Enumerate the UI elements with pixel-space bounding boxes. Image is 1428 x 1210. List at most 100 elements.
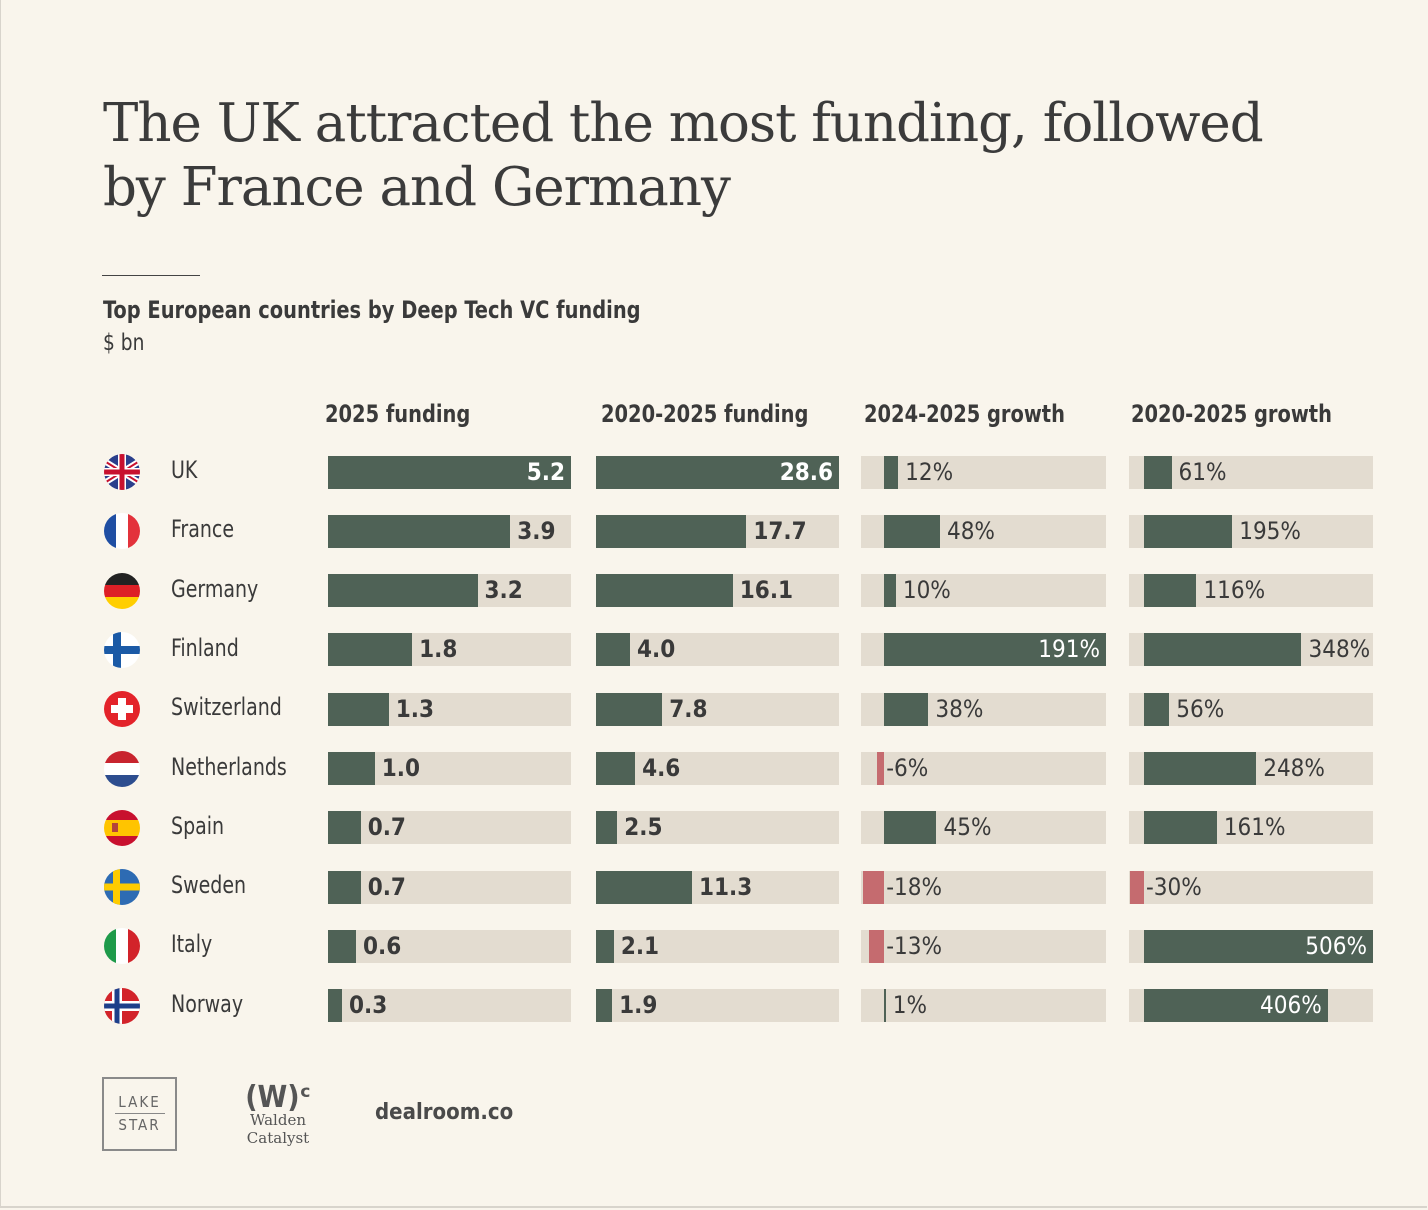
country-label: UK (171, 456, 198, 484)
bar (328, 811, 361, 845)
bar-track: 191% (861, 633, 1106, 667)
bar (328, 455, 571, 489)
bar-track: 1.0 (328, 752, 571, 785)
value-label: 5.2 (526, 457, 565, 486)
country-label: France (171, 515, 235, 544)
bar-track: 28.6 (596, 455, 839, 489)
divider (102, 275, 200, 276)
bar-track: 2.5 (596, 811, 839, 845)
bar (884, 574, 896, 608)
bar-track: 1% (861, 989, 1106, 1023)
chart-title: Top European countries by Deep Tech VC f… (103, 296, 641, 324)
bar-track: 45% (861, 811, 1106, 845)
bar-track: 38% (861, 692, 1106, 726)
value-label: 406% (1260, 991, 1322, 1020)
value-label: 348% (1308, 635, 1371, 664)
value-label: 1.3 (395, 694, 434, 723)
bar-track: 61% (1129, 455, 1373, 489)
value-label: 248% (1263, 754, 1325, 782)
bar-track: 56% (1129, 692, 1373, 726)
value-label: 1.9 (619, 991, 658, 1020)
value-label: 0.3 (349, 991, 388, 1020)
bar-track: 0.6 (328, 929, 571, 963)
bar (884, 811, 937, 845)
value-label: 17.7 (753, 516, 807, 545)
bar (863, 870, 885, 904)
bar (328, 870, 361, 904)
column-header-2020-2025-growth: 2020-2025 growth (1131, 400, 1332, 428)
bar-track: 4.0 (596, 633, 839, 667)
lakestar-bottom: STAR (118, 1116, 161, 1134)
lakestar-logo: LAKE STAR (102, 1077, 177, 1151)
bar-track: 0.7 (328, 811, 571, 845)
value-label: 195% (1239, 516, 1301, 545)
value-label: 4.6 (642, 754, 681, 782)
country-label: Germany (171, 574, 259, 603)
value-label: 16.1 (739, 576, 794, 605)
country-label: Switzerland (171, 693, 282, 722)
bar (328, 574, 478, 608)
bar (884, 633, 1106, 667)
walden-mark: (W)ᶜ (245, 1080, 311, 1115)
bar (596, 989, 613, 1023)
bar-track: -6% (861, 752, 1106, 785)
column-header-2024-2025-growth: 2024-2025 growth (864, 400, 1065, 428)
value-label: 191% (1038, 635, 1100, 664)
bar-track: 348% (1129, 633, 1373, 667)
bar (1143, 514, 1233, 548)
value-label: 2.5 (624, 813, 663, 842)
flag-france-icon (103, 512, 141, 550)
value-label: 61% (1178, 457, 1227, 486)
bar (869, 929, 885, 963)
value-label: 4.0 (636, 635, 676, 664)
bar-track: 12% (861, 455, 1106, 489)
bar-track: 7.8 (596, 692, 839, 726)
country-label: Spain (171, 811, 225, 840)
flag-switzerland-icon (103, 690, 141, 728)
bar-track: 406% (1129, 989, 1373, 1023)
bar-track: 2.1 (596, 929, 839, 963)
bar-track: -18% (861, 870, 1106, 904)
bar (1143, 989, 1328, 1023)
value-label: 0.7 (367, 813, 406, 842)
flag-netherlands-icon (103, 750, 141, 788)
flag-finland-icon (103, 631, 141, 669)
bar-track: 16.1 (596, 574, 839, 608)
value-label: 1.0 (381, 754, 420, 782)
bar-track: 48% (861, 514, 1106, 548)
value-label: -6% (886, 754, 929, 782)
bar-track: 5.2 (328, 455, 571, 489)
bar-track: 0.7 (328, 870, 571, 904)
country-label: Netherlands (171, 752, 287, 781)
bar-track: 1.3 (328, 692, 571, 726)
bar (328, 692, 389, 726)
value-label: 12% (905, 457, 954, 486)
country-label: Italy (171, 930, 213, 959)
dealroom-logo: dealroom.co (375, 1100, 514, 1125)
bar (596, 811, 618, 845)
bar-track: 3.9 (328, 514, 571, 548)
value-label: 10% (902, 576, 951, 605)
bar-track: 506% (1129, 929, 1373, 963)
bar (884, 692, 929, 726)
bar-track: 161% (1129, 811, 1373, 845)
bar (596, 752, 636, 785)
bar (884, 514, 940, 548)
value-label: 1.8 (419, 635, 458, 664)
bar-track: 11.3 (596, 870, 839, 904)
bar (328, 633, 413, 667)
bar (1143, 455, 1172, 489)
value-label: 48% (946, 516, 995, 545)
bar-track: 116% (1129, 574, 1373, 608)
bar (596, 455, 839, 489)
value-label: -18% (886, 872, 942, 901)
flag-norway-icon (103, 987, 141, 1025)
chart-unit: $ bn (103, 330, 145, 356)
flag-spain-icon (103, 809, 141, 847)
walden-catalyst-logo: (W)ᶜ Walden Catalyst (218, 1080, 338, 1147)
bar-track: -30% (1129, 870, 1373, 904)
value-label: 0.6 (363, 931, 402, 960)
value-label: 28.6 (779, 457, 833, 486)
bar-track: 1.8 (328, 633, 571, 667)
